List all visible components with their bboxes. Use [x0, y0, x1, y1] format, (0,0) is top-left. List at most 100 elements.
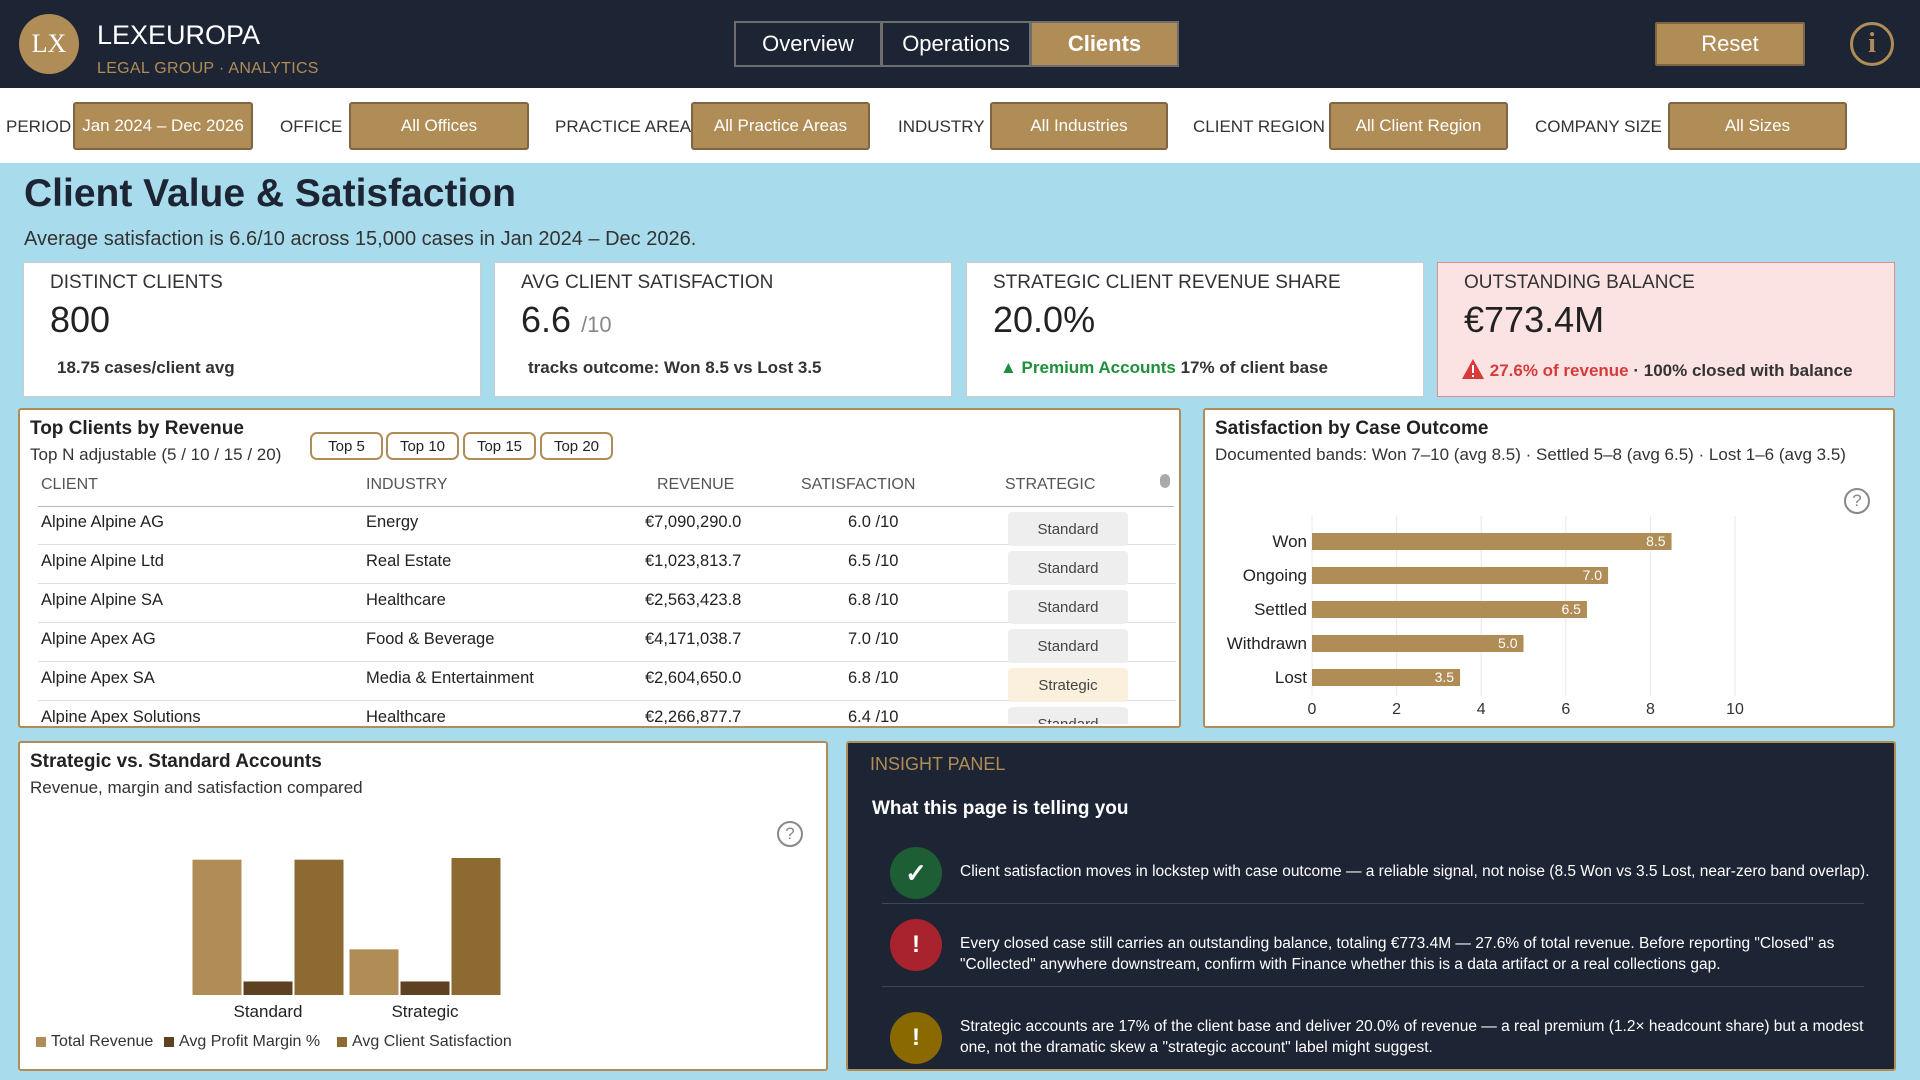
- kpi-note: tracks outcome: Won 8.5 vs Lost 3.5: [528, 358, 822, 377]
- bar-value-label: 3.5: [1435, 669, 1455, 685]
- panel-subtitle: Revenue, margin and satisfaction compare…: [30, 778, 363, 797]
- satisfaction-outcome-panel: Satisfaction by Case Outcome Documented …: [1203, 408, 1895, 728]
- table-row[interactable]: Alpine Apex AG Food & Beverage €4,171,03…: [38, 623, 1176, 663]
- category-label: Won: [1272, 532, 1307, 551]
- tab-overview[interactable]: Overview: [736, 23, 880, 65]
- bar-standard-1: [192, 859, 242, 995]
- cell-client: Alpine Apex SA: [41, 669, 155, 687]
- cell-revenue: €7,090,290.0: [645, 513, 742, 531]
- panel-title: Top Clients by Revenue: [30, 418, 244, 439]
- bar-standard-2: [243, 981, 293, 995]
- help-icon[interactable]: ?: [777, 821, 803, 847]
- column-header-industry[interactable]: INDUSTRY: [366, 476, 448, 493]
- kpi-label: STRATEGIC CLIENT REVENUE SHARE: [993, 272, 1341, 293]
- cell-industry: Healthcare: [366, 591, 446, 609]
- strategic-badge: Standard: [1008, 707, 1128, 724]
- filter-label-client-region: CLIENT REGION: [1193, 117, 1325, 136]
- column-header-satisfaction[interactable]: SATISFACTION: [801, 476, 916, 493]
- bar-value-label: 7.0: [1583, 567, 1603, 583]
- kpi-note: 18.75 cases/client avg: [57, 358, 235, 377]
- bar-standard-3: [294, 859, 344, 995]
- category-label: Standard: [234, 1002, 303, 1021]
- help-icon[interactable]: ?: [1844, 488, 1870, 514]
- tab-operations[interactable]: Operations: [883, 23, 1029, 65]
- legend-swatch: [164, 1037, 174, 1047]
- logo-badge: LX: [19, 14, 79, 74]
- cell-satisfaction: 6.0 /10: [848, 513, 899, 531]
- filter-label-office: OFFICE: [280, 117, 343, 136]
- x-tick-label: 2: [1392, 701, 1401, 718]
- top-5-button[interactable]: Top 5: [310, 432, 383, 460]
- bar-strategic-2: [400, 981, 450, 995]
- office-filter-button[interactable]: All Offices: [349, 102, 529, 150]
- cell-satisfaction: 6.4 /10: [848, 708, 899, 724]
- cell-client: Alpine Apex AG: [41, 630, 156, 648]
- x-tick-label: 8: [1646, 701, 1655, 718]
- bar-strategic-1: [349, 949, 399, 995]
- column-header-revenue[interactable]: REVENUE: [657, 476, 735, 493]
- column-header-strategic[interactable]: STRATEGIC: [1005, 476, 1096, 493]
- top-15-button[interactable]: Top 15: [463, 432, 536, 460]
- table-row[interactable]: Alpine Apex SA Media & Entertainment €2,…: [38, 662, 1176, 702]
- table-body: Alpine Alpine AG Energy €7,090,290.0 6.0…: [38, 506, 1176, 724]
- kpi-card-avg-satisfaction: AVG CLIENT SATISFACTION 6.6 /10 tracks o…: [494, 262, 952, 397]
- x-tick-label: 10: [1726, 701, 1744, 718]
- reset-button[interactable]: Reset: [1655, 22, 1805, 66]
- page-title: Client Value & Satisfaction: [24, 172, 516, 215]
- cell-client: Alpine Alpine Ltd: [41, 552, 164, 570]
- cell-satisfaction: 6.5 /10: [848, 552, 899, 570]
- strategic-badge: Standard: [1008, 590, 1128, 624]
- table-row[interactable]: Alpine Apex Solutions Healthcare €2,266,…: [38, 701, 1176, 724]
- bar-value-label: 5.0: [1498, 635, 1518, 651]
- kpi-card-distinct-clients: DISTINCT CLIENTS 800 18.75 cases/client …: [23, 262, 481, 397]
- company-size-filter-button[interactable]: All Sizes: [1668, 102, 1847, 150]
- insight-heading: What this page is telling you: [872, 798, 1129, 819]
- header-divider: [38, 506, 1174, 507]
- bar-lost: [1312, 669, 1461, 686]
- category-label: Lost: [1275, 668, 1307, 687]
- table-row[interactable]: Alpine Alpine AG Energy €7,090,290.0 6.0…: [38, 506, 1176, 546]
- bar-ongoing: [1312, 567, 1609, 584]
- cell-satisfaction: 6.8 /10: [848, 669, 899, 687]
- x-tick-label: 6: [1561, 701, 1570, 718]
- practice-area-filter-button[interactable]: All Practice Areas: [691, 102, 870, 150]
- kpi-value: €773.4M: [1464, 299, 1605, 340]
- info-icon[interactable]: i: [1850, 22, 1894, 66]
- strategic-standard-panel: Strategic vs. Standard Accounts Revenue,…: [18, 741, 828, 1071]
- strategic-grouped-bar-chart: Standard Strategic: [192, 858, 501, 1021]
- cell-revenue: €4,171,038.7: [645, 630, 742, 648]
- cell-satisfaction: 6.8 /10: [848, 591, 899, 609]
- tab-clients[interactable]: Clients: [1032, 23, 1177, 65]
- insight-label: INSIGHT PANEL: [870, 754, 1006, 774]
- info-alert-icon: !: [890, 1012, 942, 1064]
- brand-name: LEXEUROPA: [97, 20, 261, 50]
- panel-subtitle: Top N adjustable (5 / 10 / 15 / 20): [30, 445, 282, 464]
- top-20-button[interactable]: Top 20: [540, 432, 613, 460]
- filter-label-period: PERIOD: [6, 117, 72, 136]
- table-scrollbar[interactable]: [1160, 474, 1170, 488]
- table-row[interactable]: Alpine Alpine Ltd Real Estate €1,023,813…: [38, 545, 1176, 585]
- page-subtitle: Average satisfaction is 6.6/10 across 15…: [24, 228, 697, 250]
- legend-item-avg-satisfaction: Avg Client Satisfaction: [337, 1033, 512, 1051]
- cell-revenue: €2,266,877.7: [645, 708, 742, 724]
- cell-revenue: €2,604,650.0: [645, 669, 742, 687]
- cell-industry: Real Estate: [366, 552, 452, 570]
- table-row[interactable]: Alpine Alpine SA Healthcare €2,563,423.8…: [38, 584, 1176, 624]
- panel-subtitle: Documented bands: Won 7–10 (avg 8.5) · S…: [1215, 445, 1846, 464]
- industry-filter-button[interactable]: All Industries: [990, 102, 1168, 150]
- top-clients-panel: Top Clients by Revenue Top N adjustable …: [18, 408, 1181, 728]
- insight-text: Client satisfaction moves in lockstep wi…: [960, 863, 1870, 880]
- period-filter-button[interactable]: Jan 2024 – Dec 2026: [73, 102, 253, 150]
- strategic-badge: Standard: [1008, 629, 1128, 663]
- cell-industry: Food & Beverage: [366, 630, 495, 648]
- kpi-label: DISTINCT CLIENTS: [50, 272, 223, 293]
- premium-highlight: ▲ Premium Accounts: [1000, 358, 1176, 377]
- client-region-filter-button[interactable]: All Client Region: [1329, 102, 1508, 150]
- top-10-button[interactable]: Top 10: [386, 432, 459, 460]
- insight-panel: INSIGHT PANEL What this page is telling …: [846, 741, 1896, 1071]
- category-label: Withdrawn: [1227, 634, 1307, 653]
- column-header-client[interactable]: CLIENT: [41, 476, 98, 493]
- category-label: Ongoing: [1243, 566, 1307, 585]
- legend-swatch: [36, 1037, 46, 1047]
- balance-highlight: 27.6% of revenue: [1489, 361, 1629, 380]
